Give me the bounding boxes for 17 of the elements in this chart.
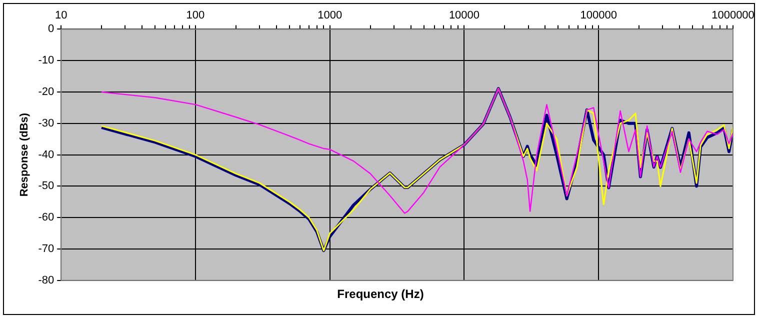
x-tick-label: 10: [54, 10, 68, 22]
y-tick-label: -20: [38, 86, 54, 98]
x-tick-label: 100000: [580, 10, 617, 22]
y-tick-label: 0: [48, 23, 54, 36]
x-tick-label: 1000: [318, 10, 342, 22]
y-tick-label: -50: [38, 180, 54, 192]
y-tick-label: -60: [38, 212, 54, 224]
y-tick-label: -30: [38, 117, 54, 130]
y-tick-label: -40: [38, 148, 54, 161]
x-tick-label: 1000000: [712, 10, 754, 22]
y-axis-title: Response (dBs): [18, 112, 31, 197]
x-axis-title: Frequency (Hz): [336, 287, 425, 301]
x-tick-label: 100: [186, 10, 205, 22]
y-tick-label: -10: [38, 54, 54, 67]
x-tick-label: 10000: [448, 10, 480, 22]
y-tick-label: -80: [38, 274, 54, 286]
y-tick-label: -70: [38, 243, 54, 256]
